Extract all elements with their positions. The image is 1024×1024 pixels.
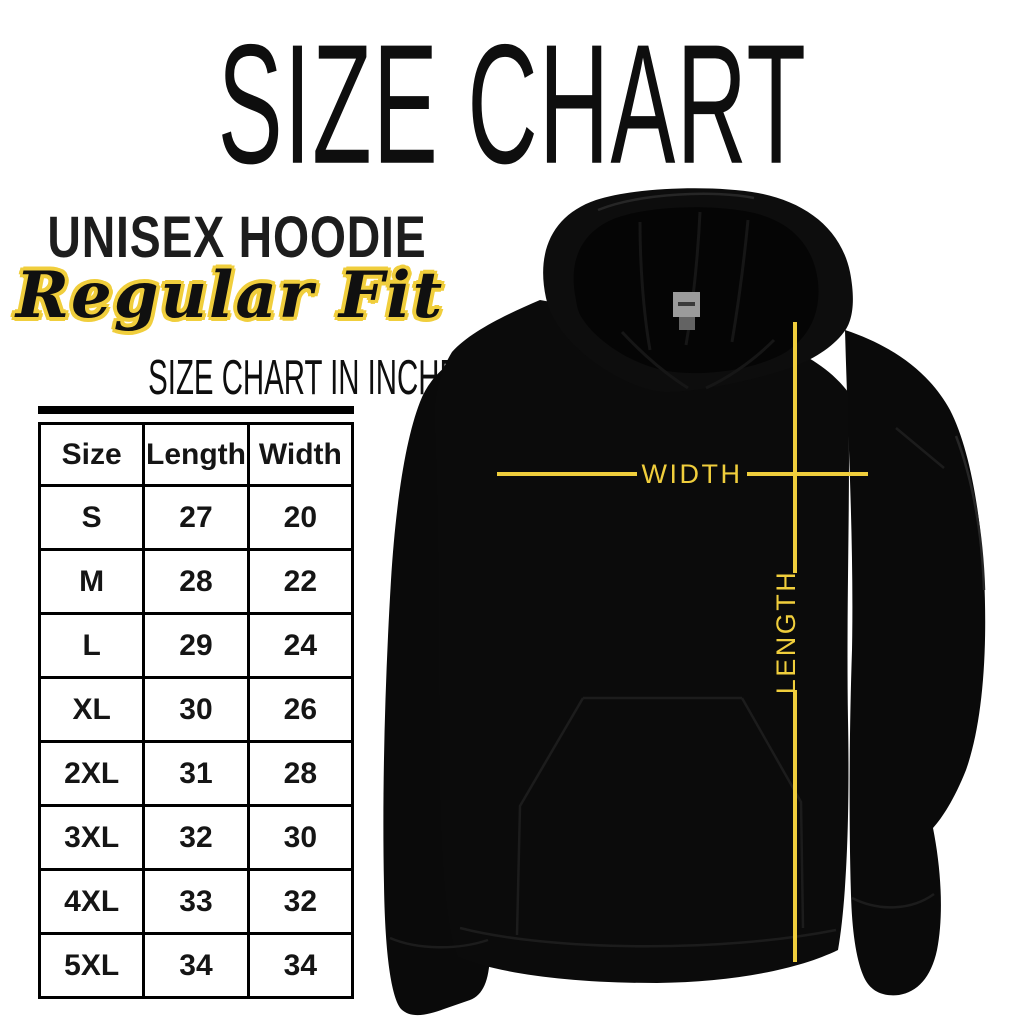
product-line-text: UNISEX HOODIE [47, 205, 427, 270]
fit-heading: Regular Fit [0, 258, 460, 335]
length-cell: 34 [142, 932, 250, 999]
hoodie-photo: WIDTH LENGTH [383, 188, 986, 1016]
size-cell: 4XL [37, 868, 146, 935]
page-title: SIZE CHART [0, 15, 1024, 193]
right-shoulder-seam [895, 427, 945, 469]
size-cell: 5XL [37, 932, 146, 999]
table-row: L 29 24 [37, 612, 355, 679]
length-cell: 32 [142, 804, 250, 871]
column-header: Size [37, 422, 146, 487]
hoodie-right-sleeve [845, 330, 986, 996]
table-header-row: Size Length Width [37, 422, 355, 487]
length-cell: 33 [142, 868, 250, 935]
length-cell: 28 [142, 548, 250, 615]
width-cell: 30 [246, 804, 355, 871]
size-cell: M [37, 548, 146, 615]
length-cell: 27 [142, 484, 250, 551]
size-table: Size Length Width S 27 20 M 28 22 L 29 24 XL 30 26 2XL 3… [37, 422, 355, 999]
width-cell: 28 [246, 740, 355, 807]
table-section-heading: SIZE CHART IN INCHES [38, 352, 479, 414]
width-cell: 32 [246, 868, 355, 935]
product-line-heading: UNISEX HOODIE [0, 204, 452, 271]
hem-seam [459, 926, 837, 948]
size-cell: 2XL [37, 740, 146, 807]
size-cell: L [37, 612, 146, 679]
table-row: M 28 22 [37, 548, 355, 615]
table-row: 3XL 32 30 [37, 804, 355, 871]
fit-text: Regular Fit [15, 258, 445, 333]
length-cell: 30 [142, 676, 250, 743]
hood-folds [620, 211, 776, 390]
length-cell: 29 [142, 612, 250, 679]
neck-tag [673, 292, 700, 330]
column-header: Width [246, 422, 355, 487]
width-cell: 22 [246, 548, 355, 615]
size-cell: S [37, 484, 146, 551]
width-cell: 20 [246, 484, 355, 551]
table-row: 5XL 34 34 [37, 932, 355, 999]
hood-opening [573, 207, 819, 374]
length-label: LENGTH [771, 570, 801, 695]
sleeve-highlight [954, 435, 986, 591]
hood-highlight [597, 192, 755, 212]
width-cell: 26 [246, 676, 355, 743]
table-row: 4XL 33 32 [37, 868, 355, 935]
measurement-overlay: WIDTH LENGTH [497, 322, 868, 962]
table-row: S 27 20 [37, 484, 355, 551]
column-header: Length [142, 422, 250, 487]
table-row: 2XL 31 28 [37, 740, 355, 807]
size-cell: 3XL [37, 804, 146, 871]
right-cuff-seam [851, 892, 935, 909]
left-cuff-seam [389, 936, 489, 949]
hoodie-body [434, 300, 849, 983]
page-title-text: SIZE CHART [217, 9, 807, 200]
width-label: WIDTH [642, 459, 743, 489]
length-cell: 31 [142, 740, 250, 807]
size-cell: XL [37, 676, 146, 743]
width-cell: 34 [246, 932, 355, 999]
width-cell: 24 [246, 612, 355, 679]
kangaroo-pocket [515, 696, 805, 936]
table-row: XL 30 26 [37, 676, 355, 743]
